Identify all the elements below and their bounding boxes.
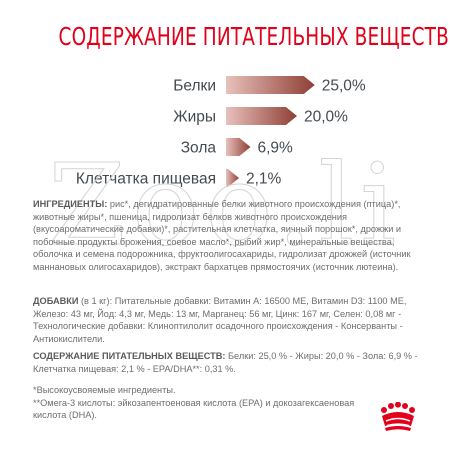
nutrients-text-label: СОДЕРЖАНИЕ ПИТАТЕЛЬНЫХ ВЕЩЕСТВ: [33,351,226,361]
bar-value-label: 20,0% [304,109,348,126]
footnote-2: **Омега-3 кислоты: эйкозапентоеновая кис… [33,397,355,421]
nutrients-text-values: Белки: 25,0 % - Жиры: 20,0 % - Зола: 6,9… [33,351,418,374]
bar-label: Жиры [173,109,216,126]
bar [226,107,297,125]
bar-label: Клетчатка пищевая [76,171,216,188]
additives-text: Питательные добавки: Витамин А: 16500 МЕ… [33,296,407,344]
additives-unit-note: (в 1 кг): [81,296,113,306]
bar [226,138,251,156]
ingredients-label: ИНГРЕДИЕНТЫ: [33,199,108,209]
additives-label: ДОБАВКИ [33,296,79,306]
bar-value-label: 25,0% [322,78,366,95]
bar-value-label: 6,9% [257,140,293,157]
nutrient-bar-chart: Белки 25,0% Жиры 20,0% Зола 6,9% Клетчатка пищ… [76,76,366,188]
bar [226,76,315,94]
bar-label: Зола [181,140,217,157]
footnote-1: *Высокоусвояемые ингредиенты. [33,385,176,395]
ingredients-text: рис*, дегидратированные белки животного … [33,199,411,272]
nutrients-text-block: СОДЕРЖАНИЕ ПИТАТЕЛЬНЫХ ВЕЩЕСТВ: Белки: 2… [33,350,419,375]
page-title: СОДЕРЖАНИЕ ПИТАТЕЛЬНЫХ ВЕЩЕСТВ [58,22,449,51]
additives-block: ДОБАВКИ (в 1 кг): Питательные добавки: В… [33,295,419,345]
bar [226,169,239,187]
footnotes-block: *Высокоусвояемые ингредиенты. **Омега-3 … [33,384,373,422]
bar-label: Белки [173,78,216,95]
bar-value-label: 2,1% [246,171,282,188]
ingredients-block: ИНГРЕДИЕНТЫ: рис*, дегидратированные бел… [33,198,419,274]
royal-canin-crown-icon [381,402,415,431]
